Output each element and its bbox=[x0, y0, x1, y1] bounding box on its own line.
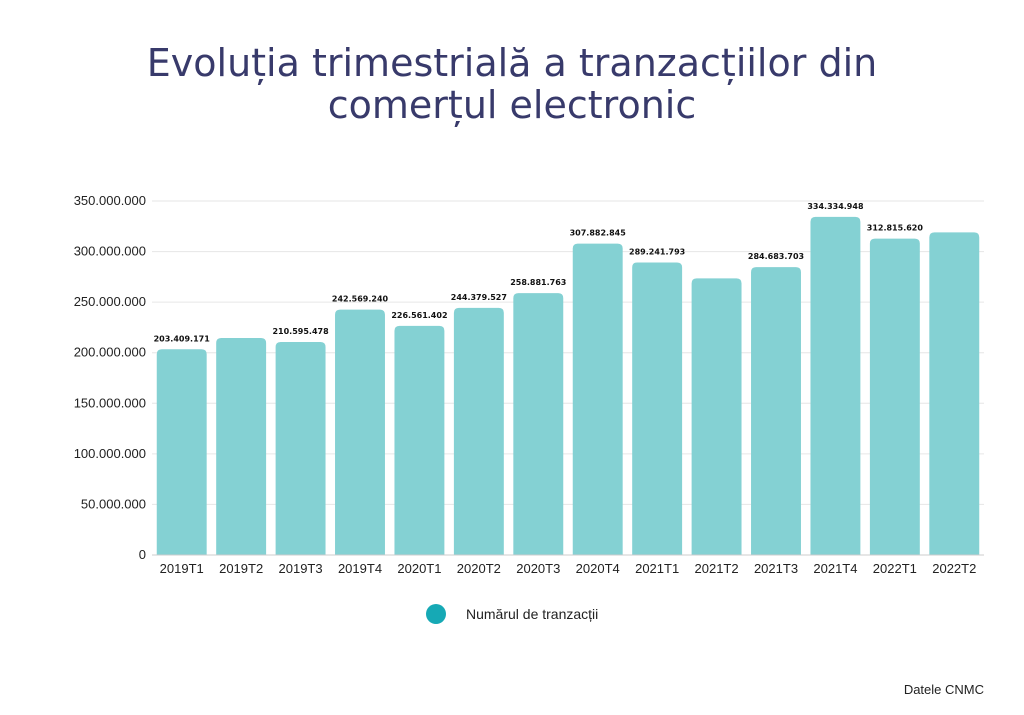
source-note: Datele CNMC bbox=[903, 682, 984, 697]
x-tick-label: 2020T1 bbox=[397, 561, 441, 576]
bar bbox=[869, 238, 920, 555]
y-tick-label: 100.000.000 bbox=[74, 446, 146, 461]
data-label: 203.409.171 bbox=[154, 334, 211, 343]
x-tick-label: 2021T3 bbox=[754, 561, 798, 576]
x-tick-label: 2022T2 bbox=[932, 561, 976, 576]
data-labels: 203.409.171 210.595.478 242.569.240226.561… bbox=[154, 202, 924, 343]
bar bbox=[335, 309, 385, 555]
y-tick-label: 350.000.000 bbox=[74, 193, 146, 208]
data-label: 210.595.478 bbox=[272, 327, 329, 336]
data-label: 284.683.703 bbox=[748, 252, 804, 261]
x-tick-label: 2021T4 bbox=[813, 561, 857, 576]
x-tick-label: 2019T3 bbox=[279, 561, 323, 576]
chart-title: Evoluția trimestrială a tranzacțiilor di… bbox=[0, 42, 1024, 126]
x-tick-label: 2020T3 bbox=[516, 561, 560, 576]
y-tick-label: 300.000.000 bbox=[74, 244, 146, 259]
legend-marker-icon bbox=[426, 604, 446, 624]
y-tick-label: 250.000.000 bbox=[74, 294, 146, 309]
bar bbox=[156, 349, 207, 555]
legend: Numărul de tranzacții bbox=[426, 604, 598, 624]
bar bbox=[453, 307, 504, 555]
bar bbox=[572, 243, 623, 555]
chart-title-line-2: comerțul electronic bbox=[327, 83, 697, 127]
x-axis-ticks: 2019T1 2019T2 2019T3 2019T4 2020T1 2020T2 2020… bbox=[160, 561, 977, 576]
x-tick-label: 2019T1 bbox=[160, 561, 204, 576]
x-tick-label: 2021T1 bbox=[635, 561, 679, 576]
data-label: 289.241.793 bbox=[629, 247, 685, 256]
y-tick-label: 200.000.000 bbox=[74, 345, 146, 360]
x-tick-label: 2021T2 bbox=[695, 561, 739, 576]
x-tick-label: 2019T4 bbox=[338, 561, 382, 576]
bar bbox=[394, 325, 445, 555]
x-tick-label: 2019T2 bbox=[219, 561, 263, 576]
x-tick-label: 2022T1 bbox=[873, 561, 917, 576]
data-label: 307.882.845 bbox=[570, 229, 627, 238]
bar bbox=[810, 216, 861, 555]
y-tick-label: 0 bbox=[139, 547, 146, 562]
legend-label: Numărul de tranzacții bbox=[466, 606, 599, 622]
y-tick-label: 50.000.000 bbox=[81, 496, 146, 511]
bar bbox=[216, 338, 267, 555]
bar bbox=[275, 341, 326, 555]
data-label: 226.561.402 bbox=[391, 311, 447, 320]
data-label: 312.815.620 bbox=[867, 224, 924, 233]
bar bbox=[513, 293, 564, 555]
data-label: 244.379.527 bbox=[451, 293, 507, 302]
x-tick-label: 2020T2 bbox=[457, 561, 501, 576]
bars bbox=[156, 216, 980, 555]
bar bbox=[751, 267, 801, 555]
data-label: 242.569.240 bbox=[332, 295, 389, 304]
chart-title-line-1: Evoluția trimestrială a tranzacțiilor di… bbox=[146, 41, 878, 85]
data-label: 334.334.948 bbox=[807, 202, 864, 211]
data-label: 258.881.763 bbox=[510, 278, 566, 287]
bar bbox=[691, 278, 742, 555]
y-tick-label: 150.000.000 bbox=[74, 395, 146, 410]
bar bbox=[632, 262, 683, 555]
y-axis-ticks: 0 50.000.000 100.000.000 150.000.000 200.000… bbox=[74, 193, 146, 562]
bar bbox=[929, 232, 980, 555]
x-tick-label: 2020T4 bbox=[576, 561, 620, 576]
